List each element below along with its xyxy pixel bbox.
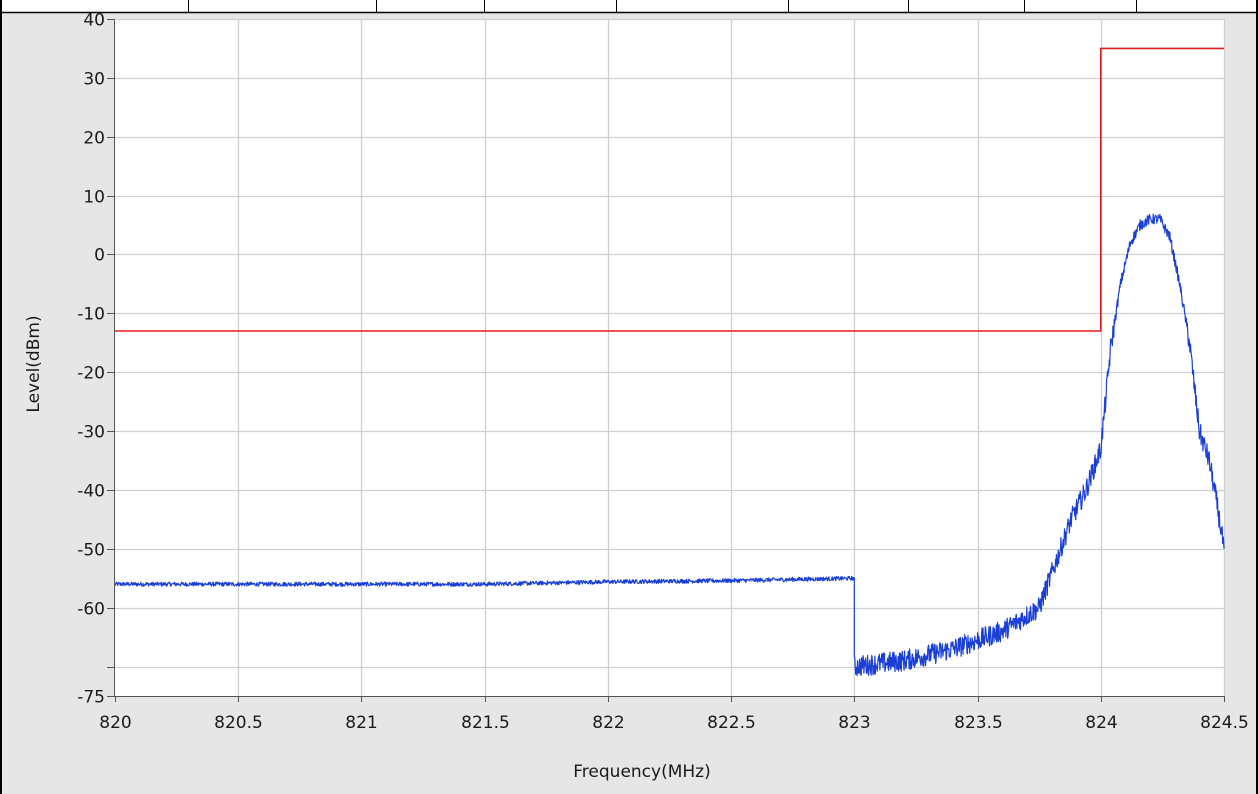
y-tick-label: 40 bbox=[83, 11, 105, 31]
x-tick-label: 820.5 bbox=[214, 713, 263, 733]
y-tick-label: 0 bbox=[94, 246, 105, 266]
axes: 820 820.5 821 821.5 822 822.5 823 823.5 824 824.5… bbox=[77, 11, 1249, 734]
series-group bbox=[114, 47, 1225, 677]
x-tick-label: 822.5 bbox=[707, 713, 756, 733]
x-tick-label: 824.5 bbox=[1200, 713, 1249, 733]
x-tick-label: 820 bbox=[99, 713, 131, 733]
x-tick-label: 821 bbox=[345, 713, 377, 733]
y-tick-label: -40 bbox=[77, 482, 105, 502]
y-tick-label: 20 bbox=[83, 129, 105, 149]
y-tick-label: -60 bbox=[77, 600, 105, 620]
x-tick-label: 821.5 bbox=[461, 713, 510, 733]
y-tick-label: -20 bbox=[77, 364, 105, 384]
header-dividers bbox=[188, 0, 1137, 13]
y-tick-label: 30 bbox=[83, 70, 105, 90]
x-tick-label: 824 bbox=[1085, 713, 1117, 733]
y-tick-label: -50 bbox=[77, 541, 105, 561]
plot-area bbox=[114, 19, 1224, 696]
x-tick-label: 822 bbox=[592, 713, 624, 733]
spectrum-trace-series bbox=[114, 213, 1225, 677]
y-axis-title: Level(dBm) bbox=[24, 315, 44, 412]
y-tick-label: -10 bbox=[77, 305, 105, 325]
y-tick-label: 10 bbox=[83, 188, 105, 208]
x-axis-title: Frequency(MHz) bbox=[573, 762, 710, 782]
x-tick-label: 823.5 bbox=[954, 713, 1003, 733]
y-tick-label: -75 bbox=[77, 688, 105, 708]
x-tick-label: 823 bbox=[838, 713, 870, 733]
y-tick-label: -30 bbox=[77, 423, 105, 443]
limit-line-series bbox=[115, 47, 1224, 332]
